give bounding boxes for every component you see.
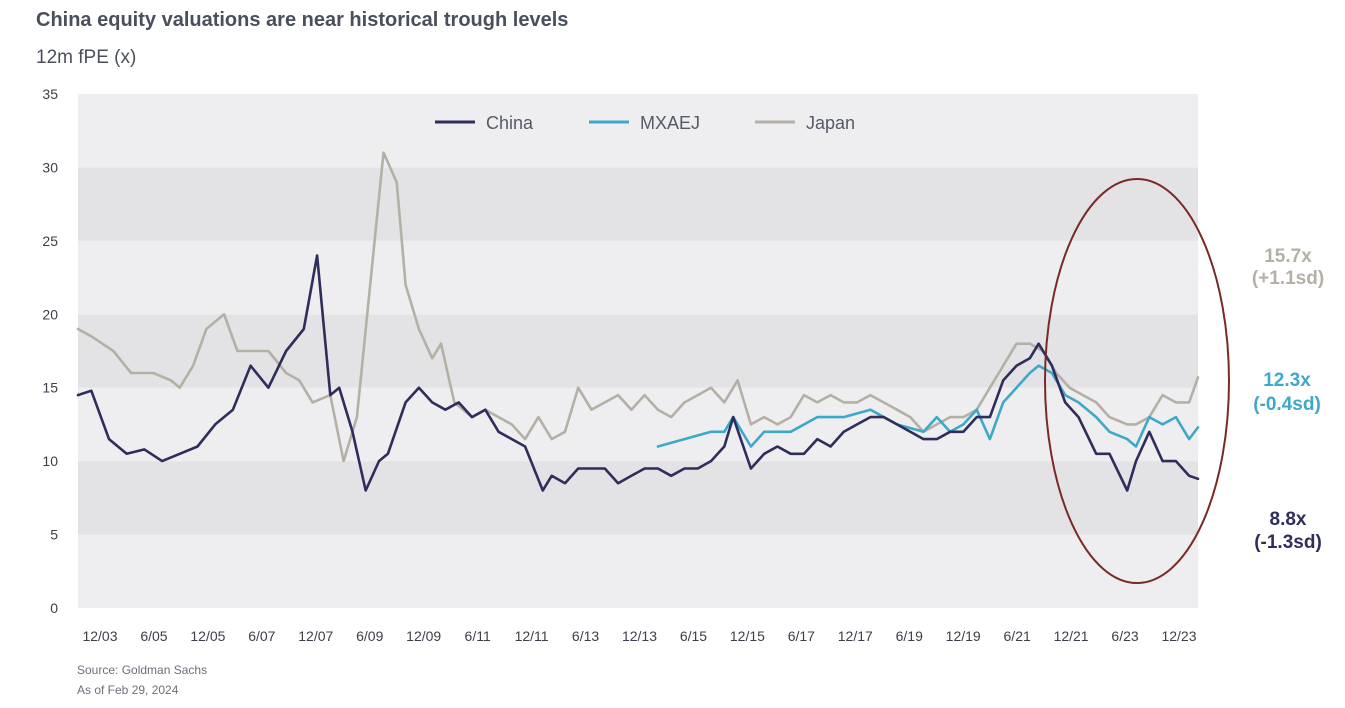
y-tick-label: 25: [42, 233, 58, 249]
x-tick-label: 6/19: [896, 628, 923, 644]
x-tick-label: 12/19: [946, 628, 981, 644]
y-tick-label: 10: [42, 453, 58, 469]
end-label-china-sd: (-1.3sd): [1254, 532, 1322, 553]
series-lines: [76, 151, 1200, 492]
x-tick-label: 12/23: [1161, 628, 1196, 644]
end-labels: 15.7x (+1.1sd) 12.3x (-0.4sd) 8.8x (-1.3…: [1252, 246, 1324, 553]
x-tick-label: 6/13: [572, 628, 599, 644]
legend: China MXAEJ Japan: [435, 113, 855, 133]
line-chart: 0 5 10 15 20 25 30 35 12/03 6/05 12/05 6/07 12/07 6/…: [42, 86, 1324, 644]
grid-band: [78, 240, 1198, 315]
y-axis-ticks: 0 5 10 15 20 25 30 35: [42, 86, 58, 616]
chart-subtitle: 12m fPE (x): [36, 47, 137, 68]
end-label-japan-sd: (+1.1sd): [1252, 268, 1324, 289]
y-tick-label: 35: [42, 86, 58, 102]
y-tick-label: 0: [50, 600, 58, 616]
x-tick-label: 6/11: [465, 628, 491, 644]
series-line-mxaej: [656, 364, 1200, 448]
grid-band: [78, 387, 1198, 462]
y-tick-label: 30: [42, 159, 58, 175]
y-tick-label: 5: [50, 527, 58, 543]
grid-band: [78, 94, 1198, 168]
legend-label-china: China: [486, 113, 534, 133]
legend-label-mxaej: MXAEJ: [640, 113, 700, 133]
chart-title: China equity valuations are near histori…: [36, 9, 569, 31]
x-axis-ticks: 12/03 6/05 12/05 6/07 12/07 6/09 12/09 6/11 12/1…: [82, 628, 1196, 644]
x-tick-label: 12/11: [515, 628, 549, 644]
x-tick-label: 12/15: [730, 628, 765, 644]
x-tick-label: 6/23: [1111, 628, 1138, 644]
series-line-japan: [76, 151, 1200, 463]
x-tick-label: 6/15: [680, 628, 707, 644]
x-tick-label: 12/13: [622, 628, 657, 644]
x-tick-label: 6/09: [356, 628, 383, 644]
end-label-china-value: 8.8x: [1270, 509, 1307, 530]
end-label-mxaej-value: 12.3x: [1263, 370, 1311, 391]
x-tick-label: 6/21: [1004, 628, 1031, 644]
x-tick-label: 12/07: [298, 628, 333, 644]
x-tick-label: 6/17: [788, 628, 815, 644]
as-of-note: As of Feb 29, 2024: [77, 683, 179, 697]
legend-label-japan: Japan: [806, 113, 855, 133]
end-label-japan-value: 15.7x: [1264, 246, 1312, 267]
x-tick-label: 12/21: [1054, 628, 1089, 644]
grid-band: [78, 167, 1198, 241]
x-tick-label: 12/17: [838, 628, 873, 644]
y-tick-label: 20: [42, 306, 58, 322]
x-tick-label: 12/03: [82, 628, 117, 644]
x-tick-label: 6/05: [140, 628, 167, 644]
x-tick-label: 6/07: [248, 628, 275, 644]
background-bands: [78, 94, 1198, 608]
x-tick-label: 12/05: [190, 628, 225, 644]
source-note: Source: Goldman Sachs: [77, 663, 208, 677]
x-tick-label: 12/09: [406, 628, 441, 644]
highlight-ellipse: [1044, 178, 1230, 584]
end-label-mxaej-sd: (-0.4sd): [1253, 394, 1321, 415]
grid-band: [78, 534, 1198, 608]
series-line-china: [76, 254, 1200, 492]
y-tick-label: 15: [42, 380, 58, 396]
